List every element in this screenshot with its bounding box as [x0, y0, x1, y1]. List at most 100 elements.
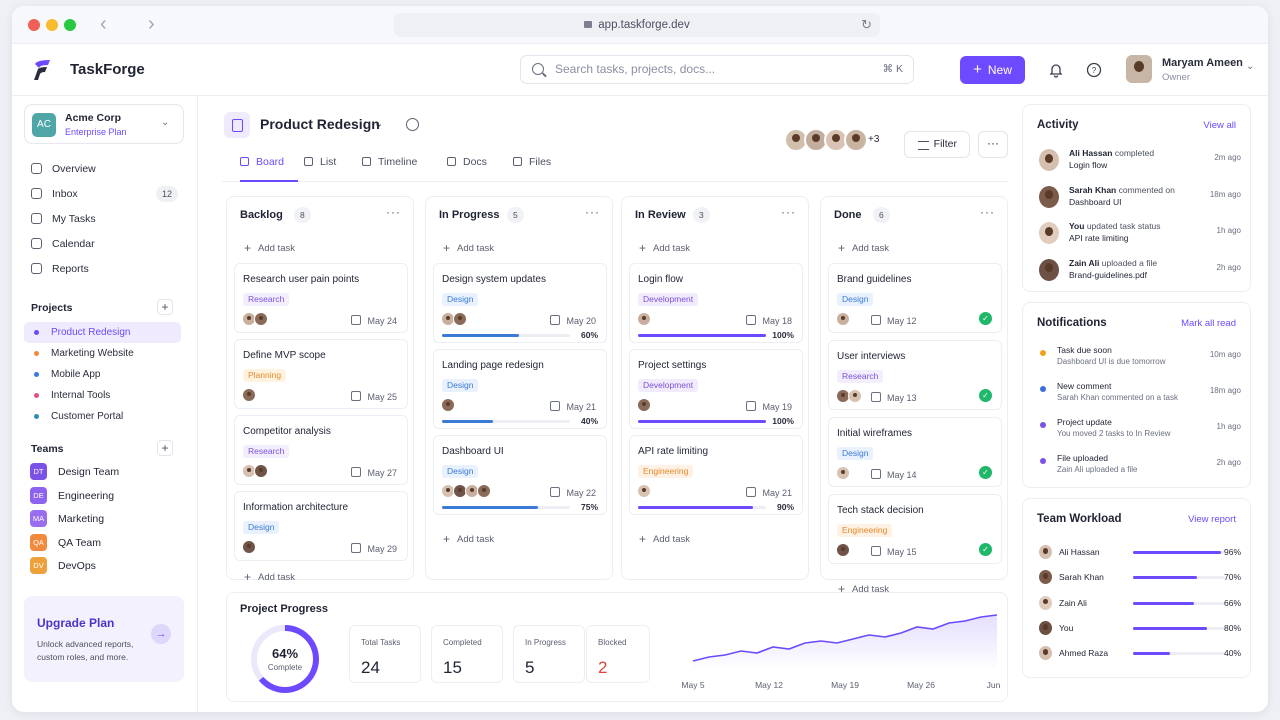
activity-target: Brand-guidelines.pdf [1069, 269, 1147, 280]
notification-item[interactable]: Project update You moved 2 tasks to In Re… [1037, 417, 1241, 445]
workload-title: Team Workload [1037, 513, 1122, 525]
sidebar-item-my-tasks[interactable]: My Tasks [24, 208, 184, 230]
mark-all-read-link[interactable]: Mark all read [1181, 318, 1236, 329]
notification-item[interactable]: New comment Sarah Khan commented on a tas… [1037, 381, 1241, 409]
new-button[interactable]: + New [960, 56, 1025, 84]
add-task-button[interactable]: + Add task [244, 569, 295, 584]
notification-item[interactable]: File uploaded Zain Ali uploaded a file 2h … [1037, 453, 1241, 481]
arrow-right-icon[interactable]: → [151, 624, 171, 644]
task-card[interactable]: User interviews Research May 13 ✓ [828, 340, 1002, 410]
back-arrow-icon[interactable]: ‹ [100, 13, 107, 35]
completed-check-icon: ✓ [979, 312, 992, 325]
search-input[interactable] [555, 62, 855, 76]
workload-fill [1133, 652, 1170, 656]
activity-item[interactable]: Zain Ali uploaded a file Brand-guidelines… [1037, 258, 1241, 290]
task-card[interactable]: Brand guidelines Design May 12 ✓ [828, 263, 1002, 333]
task-progress-percent: 90% [776, 502, 794, 512]
user-profile-menu[interactable]: Maryam Ameen Owner ⌄ [1126, 55, 1256, 85]
project-item[interactable]: Product Redesign [24, 322, 181, 343]
completion-percent: 64% [271, 646, 299, 661]
help-icon[interactable]: ? [1086, 62, 1102, 78]
task-card[interactable]: Information architecture Design May 29 [234, 491, 408, 561]
sidebar-item-overview[interactable]: Overview [24, 158, 184, 180]
tab-list[interactable]: List [304, 156, 336, 182]
task-progress-percent: 100% [772, 416, 794, 426]
project-title[interactable]: Product Redesign [260, 116, 380, 132]
column-menu-icon[interactable]: ··· [386, 205, 401, 219]
activity-action: updated task status [1086, 221, 1161, 231]
add-task-button[interactable]: + Add task [244, 240, 295, 255]
activity-item[interactable]: You updated task status API rate limiting… [1037, 221, 1241, 253]
add-team-button[interactable]: + [157, 440, 173, 456]
close-window-icon[interactable] [28, 19, 40, 31]
more-options-icon[interactable]: ··· [978, 131, 1008, 158]
activity-item[interactable]: Ali Hassan completed Login flow 2m ago [1037, 148, 1241, 180]
column-menu-icon[interactable]: ··· [980, 205, 995, 219]
task-tag: Design [243, 521, 280, 534]
minimize-window-icon[interactable] [46, 19, 58, 31]
workspace-plan: Enterprise Plan [65, 127, 127, 137]
project-item[interactable]: Internal Tools [24, 385, 181, 406]
sidebar-item-inbox[interactable]: Inbox 12 [24, 183, 184, 205]
column-count: 5 [507, 207, 524, 223]
sidebar-item-reports[interactable]: Reports [24, 258, 184, 280]
task-card[interactable]: Initial wireframes Design May 14 ✓ [828, 417, 1002, 487]
view-report-link[interactable]: View report [1188, 514, 1236, 525]
reload-icon[interactable]: ↻ [861, 17, 872, 32]
task-title: User interviews [837, 351, 906, 362]
task-card[interactable]: Define MVP scope Planning May 25 [234, 339, 408, 409]
project-item[interactable]: Marketing Website [24, 343, 181, 364]
sidebar-item-calendar[interactable]: Calendar [24, 233, 184, 255]
tab-board[interactable]: Board [240, 156, 298, 182]
task-card[interactable]: Dashboard UI Design May 22 75% [433, 435, 607, 515]
task-card[interactable]: Research user pain points Research May 24 [234, 263, 408, 333]
task-card[interactable]: Tech stack decision Engineering May 15 ✓ [828, 494, 1002, 564]
project-settings-icon[interactable] [406, 118, 419, 131]
workspace-switcher[interactable]: AC Acme Corp Enterprise Plan ⌄ [24, 104, 184, 144]
add-task-button[interactable]: + Add task [838, 581, 889, 596]
project-item[interactable]: Mobile App [24, 364, 181, 385]
column-title: In Progress [439, 209, 500, 221]
due-date: May 21 [550, 400, 596, 412]
view-all-link[interactable]: View all [1203, 120, 1236, 131]
project-item[interactable]: Customer Portal [24, 406, 181, 427]
project-color-dot [34, 393, 39, 398]
project-label: Product Redesign [51, 327, 131, 338]
column-menu-icon[interactable]: ··· [585, 205, 600, 219]
url-text: app.taskforge.dev [598, 19, 690, 31]
due-date: May 19 [746, 400, 792, 412]
tab-timeline[interactable]: Timeline [362, 156, 417, 182]
task-card[interactable]: Competitor analysis Research May 27 [234, 415, 408, 485]
chevron-down-icon[interactable]: ⌄ [374, 118, 384, 130]
task-card[interactable]: Design system updates Design May 20 60% [433, 263, 607, 343]
task-card[interactable]: Landing page redesign Design May 21 40% [433, 349, 607, 429]
forward-arrow-icon[interactable]: › [148, 13, 155, 35]
task-card[interactable]: API rate limiting Engineering May 21 90% [629, 435, 803, 515]
address-bar[interactable]: app.taskforge.dev ↻ [394, 13, 880, 37]
add-task-button[interactable]: + Add task [639, 531, 690, 546]
task-progress-percent: 40% [580, 416, 598, 426]
activity-action: commented on [1118, 184, 1175, 195]
add-task-button[interactable]: + Add task [443, 531, 494, 546]
add-task-button[interactable]: + Add task [838, 240, 889, 255]
task-card[interactable]: Login flow Development May 18 100% [629, 263, 803, 343]
column-menu-icon[interactable]: ··· [781, 205, 796, 219]
upgrade-plan-card[interactable]: Upgrade Plan Unlock advanced reports, cu… [24, 596, 184, 682]
filter-button[interactable]: Filter [904, 131, 970, 158]
bell-icon[interactable] [1048, 62, 1064, 78]
add-task-label: Add task [852, 243, 889, 254]
add-task-button[interactable]: + Add task [639, 240, 690, 255]
project-label: Mobile App [51, 369, 101, 380]
assignee-avatar [848, 389, 862, 403]
add-task-button[interactable]: + Add task [443, 240, 494, 255]
tab-docs[interactable]: Docs [447, 156, 487, 182]
tab-files[interactable]: Files [513, 156, 551, 182]
notification-item[interactable]: Task due soon Dashboard UI is due tomorro… [1037, 345, 1241, 373]
search-bar[interactable]: ⌘ K [520, 55, 914, 84]
board-column-backlog: Backlog 8 ··· + Add task Research user pain p… [226, 196, 414, 584]
task-card[interactable]: Project settings Development May 19 100% [629, 349, 803, 429]
sidebar-item-label: Overview [52, 163, 96, 175]
activity-item[interactable]: Sarah Khan commented on Dashboard UI 18m a… [1037, 185, 1241, 217]
maximize-window-icon[interactable] [64, 19, 76, 31]
add-project-button[interactable]: + [157, 299, 173, 315]
